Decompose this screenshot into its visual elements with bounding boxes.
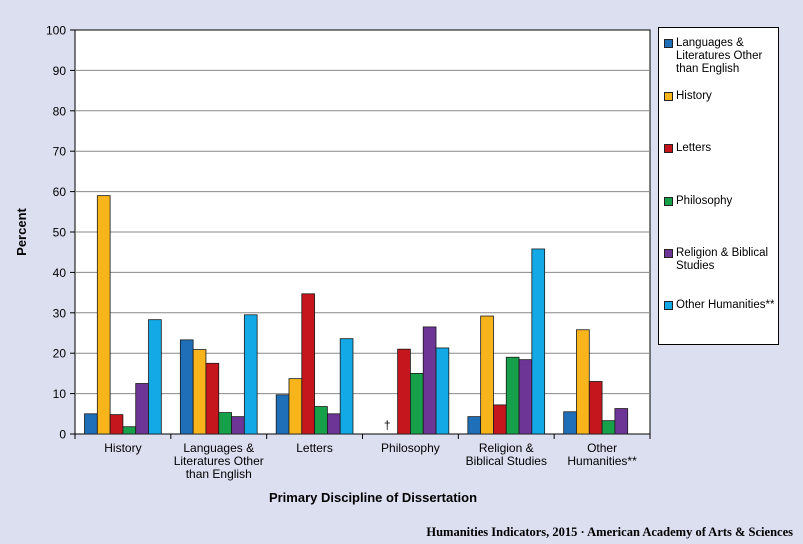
y-tick-label: 70: [53, 145, 67, 159]
legend-label: Philosophy: [676, 195, 733, 207]
y-tick-label: 0: [59, 428, 66, 442]
bar: [231, 416, 245, 435]
bar: [576, 329, 590, 435]
bar: [301, 293, 315, 435]
bar: [275, 394, 290, 435]
y-axis-ticks: 0 10 20 30 40 50 60 70 80 90 100: [46, 24, 75, 442]
bar: [410, 372, 424, 435]
bar: [531, 248, 546, 435]
y-tick-label: 30: [53, 306, 67, 320]
bar: [326, 413, 341, 435]
legend-label: Languages & Literatures Other than English: [676, 37, 763, 75]
bar: [122, 426, 137, 435]
x-tick-label: Letters: [296, 441, 333, 455]
y-tick-label: 40: [53, 266, 67, 280]
y-tick-label: 20: [53, 347, 67, 361]
y-tick-label: 80: [53, 104, 67, 118]
legend-label: History: [676, 90, 712, 102]
legend-swatch: [664, 249, 673, 258]
x-tick-label: Languages & Literatures Other than English: [174, 441, 264, 481]
x-axis-ticks: History Languages & Literatures Other than …: [74, 434, 651, 481]
bar: [148, 319, 162, 435]
x-tick-label: Other Humanities**: [567, 441, 637, 468]
bar: [109, 414, 124, 435]
y-tick-label: 90: [53, 64, 67, 78]
x-tick-label: History: [104, 441, 141, 455]
legend-swatch: [664, 39, 673, 48]
gridlines: [75, 69, 650, 395]
y-tick-label: 60: [53, 185, 67, 199]
y-tick-label: 50: [53, 226, 67, 240]
annotations: †: [384, 418, 391, 432]
bar: [601, 420, 616, 435]
legend-label: Other Humanities**: [676, 299, 775, 311]
legend-label: Letters: [676, 142, 712, 154]
bar: [288, 378, 303, 435]
bar: [505, 356, 520, 435]
bar: [614, 408, 629, 435]
source-credit: Humanities Indicators, 2015 · American A…: [426, 525, 793, 539]
legend-swatch: [664, 92, 673, 101]
legend: Languages & Literatures Other than English…: [658, 27, 779, 345]
bar: [96, 195, 111, 435]
x-tick-label: Philosophy: [381, 441, 440, 455]
bar-group: [84, 195, 629, 435]
bar: [422, 326, 437, 435]
bar: [243, 314, 258, 435]
bar: [518, 359, 533, 435]
legend-swatch: [664, 197, 673, 206]
y-tick-label: 10: [53, 387, 67, 401]
bar: [135, 383, 149, 435]
dagger-annotation: †: [384, 418, 391, 432]
bar: [563, 411, 577, 435]
bar: [480, 315, 494, 435]
legend-swatch: [664, 144, 673, 153]
legend-swatch: [664, 301, 673, 310]
bar: [179, 339, 194, 435]
bar: [493, 404, 507, 435]
bar: [218, 412, 232, 435]
legend-label: Religion & Biblical Studies: [676, 247, 769, 272]
bar: [192, 349, 207, 435]
bar: [435, 347, 450, 435]
x-tick-label: Religion & Biblical Studies: [466, 441, 547, 468]
y-tick-label: 100: [46, 24, 66, 38]
bar: [339, 338, 354, 435]
bar: [588, 381, 603, 435]
bar: [84, 413, 98, 435]
y-axis-label: Percent: [14, 207, 29, 255]
bar: [467, 416, 482, 435]
bar: [205, 362, 220, 435]
x-axis-label: Primary Discipline of Dissertation: [269, 490, 477, 505]
bar: [397, 348, 411, 435]
bar: [314, 406, 328, 435]
